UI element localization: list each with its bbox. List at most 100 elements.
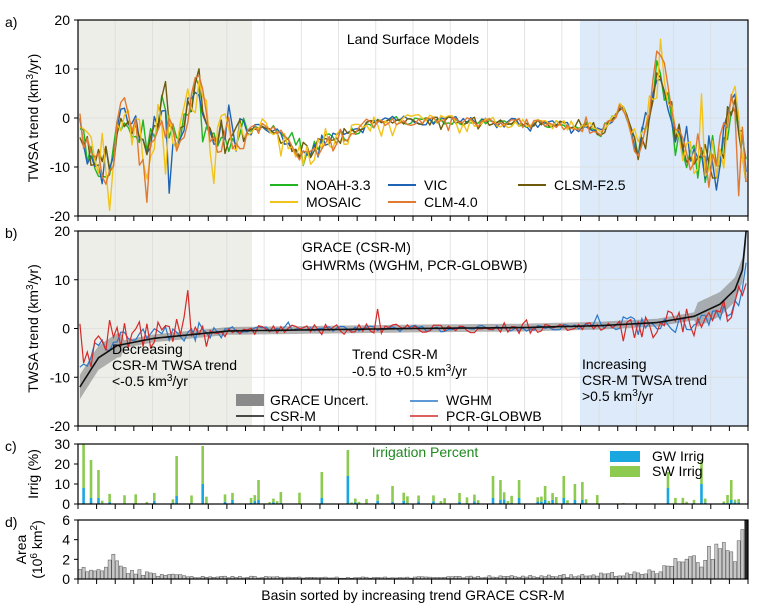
y-tick-label: 10: [54, 272, 70, 288]
bar-area: [89, 569, 93, 580]
bar-area: [606, 573, 611, 580]
bar-gw-irrig: [729, 500, 733, 504]
bar-area: [145, 571, 149, 580]
bar-sw-irrig: [666, 472, 670, 488]
bar-gw-irrig: [223, 501, 227, 504]
bar-sw-irrig: [249, 497, 253, 503]
bar-sw-irrig: [726, 494, 729, 504]
bar-sw-irrig: [547, 500, 551, 504]
bar-sw-irrig: [417, 495, 420, 502]
legend-label: CLSM-F2.5: [554, 177, 626, 193]
bar-area: [148, 572, 153, 580]
bar-sw-irrig: [320, 472, 324, 498]
bar-area: [729, 551, 734, 580]
bar-area: [740, 529, 745, 580]
y-tick-label: -10: [50, 369, 70, 385]
bar-gw-irrig: [82, 488, 85, 504]
bar-sw-irrig: [100, 500, 104, 504]
annotation-increasing-1: Increasing: [582, 356, 647, 372]
bar-area: [569, 574, 574, 580]
bar-area: [673, 558, 678, 580]
panel-d-bars: [78, 519, 748, 580]
bar-sw-irrig: [562, 476, 566, 498]
bar-area: [654, 573, 659, 580]
bar-sw-irrig: [729, 480, 733, 500]
bar-gw-irrig: [499, 500, 502, 504]
bar-sw-irrig: [491, 476, 495, 498]
bar-gw-irrig: [253, 500, 257, 504]
panel-b-series: [79, 230, 747, 400]
bar-sw-irrig: [510, 495, 513, 504]
bar-area: [662, 565, 667, 580]
bar-gw-irrig: [473, 501, 476, 504]
bar-gw-irrig: [391, 502, 394, 504]
bar-area: [111, 553, 116, 580]
series-line-csr-m: [79, 230, 747, 388]
panel-label: b): [5, 225, 17, 241]
bar-gw-irrig: [354, 502, 357, 504]
bar-gw-irrig: [153, 500, 156, 504]
annotation-increasing-3: >0.5 km3/yr: [582, 388, 654, 405]
bar-gw-irrig: [517, 498, 521, 504]
bar-area: [591, 574, 596, 580]
bar-area: [85, 571, 90, 580]
bar-sw-irrig: [171, 499, 175, 503]
bar-sw-irrig: [190, 495, 193, 504]
x-axis-label: Basin sorted by increasing trend GRACE C…: [261, 587, 564, 603]
bar-sw-irrig: [584, 499, 588, 504]
bar-area: [636, 572, 641, 580]
bar-sw-irrig: [402, 492, 405, 501]
bar-sw-irrig: [465, 497, 469, 504]
bar-sw-irrig: [432, 495, 435, 502]
annotation-decreasing-2: CSR-M TWSA trend: [112, 357, 237, 373]
bar-sw-irrig: [89, 460, 93, 498]
bar-area: [133, 573, 138, 580]
bar-sw-irrig: [581, 482, 584, 500]
legend-label: WGHM: [446, 392, 492, 408]
panel-b: -20 -10 0 10 20 b) GRACE (CSR-M) GHWRMs (WGHM, …: [5, 223, 749, 434]
bar-area: [681, 561, 685, 580]
bar-area: [130, 570, 134, 580]
bar-gw-irrig: [666, 488, 670, 504]
bar-sw-irrig: [275, 501, 279, 504]
bar-sw-irrig: [473, 494, 476, 502]
bar-sw-irrig: [231, 492, 234, 500]
bar-sw-irrig: [692, 499, 696, 504]
y-tick-label: 0: [62, 110, 70, 126]
bar-gw-irrig: [551, 499, 554, 504]
bar-sw-irrig: [406, 496, 409, 504]
bar-sw-irrig: [205, 496, 208, 504]
bar-area: [733, 561, 737, 580]
bar-gw-irrig: [502, 499, 506, 504]
plot-border: [77, 443, 749, 505]
bar-sw-irrig: [365, 499, 368, 504]
bar-sw-irrig: [268, 502, 271, 504]
bar-sw-irrig: [555, 496, 558, 504]
bar-area: [115, 560, 119, 580]
legend-label: CLM-4.0: [424, 194, 478, 210]
bar-sw-irrig: [536, 497, 539, 502]
panel-label: c): [5, 438, 17, 454]
bar-gw-irrig: [540, 501, 543, 504]
bar-area: [721, 542, 726, 580]
series-line-clsm-f2-5: [79, 68, 747, 183]
bar-area: [599, 572, 603, 580]
bar-sw-irrig: [685, 501, 688, 504]
bar-area: [96, 569, 101, 580]
bar-sw-irrig: [376, 494, 379, 501]
bar-area: [126, 573, 131, 580]
bar-sw-irrig: [722, 501, 726, 504]
bar-sw-irrig: [201, 446, 204, 484]
bar-area: [666, 565, 670, 580]
bar-sw-irrig: [733, 499, 737, 503]
bar-sw-irrig: [703, 498, 707, 503]
bar-area: [647, 569, 652, 580]
y-tick-label: 10: [54, 476, 70, 492]
y-tick-label: 6: [62, 512, 70, 528]
bar-area: [640, 574, 644, 580]
y-tick-label: -20: [50, 418, 70, 434]
bar-sw-irrig: [279, 492, 283, 503]
bar-area: [714, 543, 719, 580]
